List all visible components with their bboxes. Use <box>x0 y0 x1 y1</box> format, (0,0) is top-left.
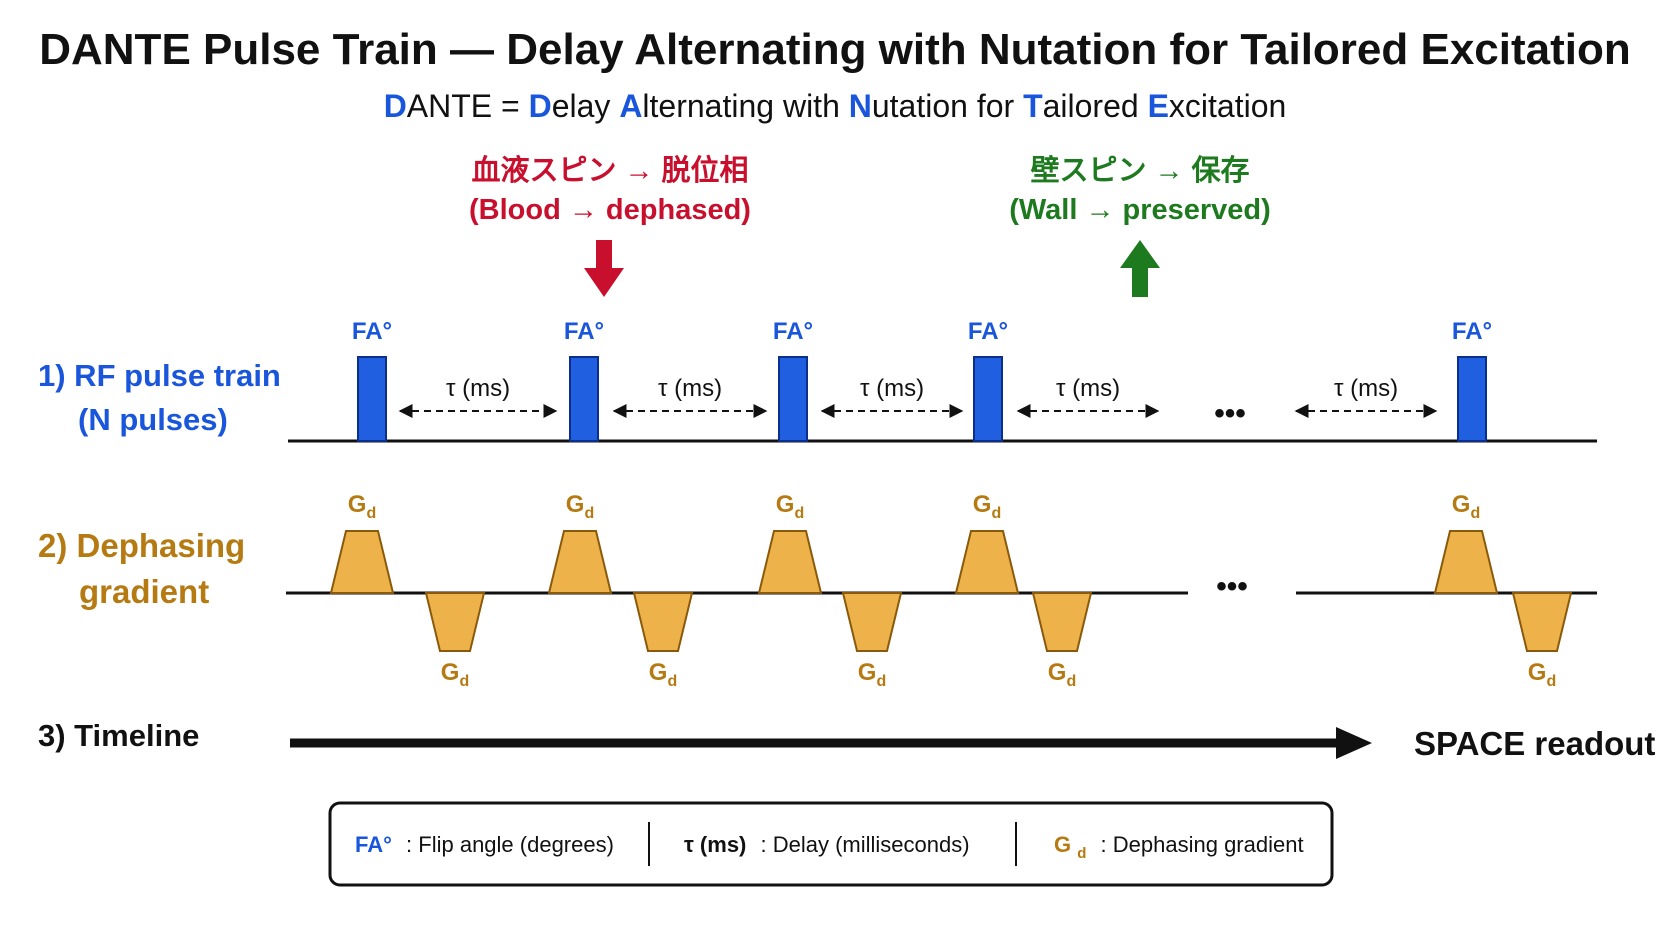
rf-ellipsis: ••• <box>1214 397 1246 430</box>
positive-gradient-lobe: Gd <box>547 491 613 594</box>
flip-angle-label: FA° <box>968 318 1008 345</box>
delay-arrow: τ (ms) <box>1016 375 1160 418</box>
arrow-up-icon <box>1120 240 1160 297</box>
legend-desc: : Flip angle (degrees) <box>406 832 614 857</box>
positive-gradient-lobe: Gd <box>1433 491 1499 594</box>
delay-label: τ (ms) <box>860 375 924 402</box>
gradient-label: Gd <box>973 491 1001 522</box>
delay-arrow: τ (ms) <box>1294 375 1438 418</box>
delay-label: τ (ms) <box>1334 375 1398 402</box>
negative-gradient-lobe: Gd <box>424 592 486 690</box>
negative-gradient-lobe: Gd <box>632 592 694 690</box>
acronym-text: utation for <box>872 88 1023 124</box>
legend-desc: : Dephasing gradient <box>1101 832 1304 857</box>
legend-box <box>328 801 1334 887</box>
negative-gradient-lobe: Gd <box>1511 592 1573 690</box>
acronym-text: xcitation <box>1169 88 1286 124</box>
blood-note-jp: 血液スピン → 脱位相 <box>471 153 748 187</box>
gradient-ellipsis: ••• <box>1216 570 1248 603</box>
wall-note-jp: 壁スピン → 保存 <box>1030 154 1249 187</box>
flip-angle-label: FA° <box>564 318 604 345</box>
gradient-label: Gd <box>1528 659 1556 690</box>
rf-pulse: FA° <box>1452 318 1492 442</box>
gradient-label: Gd <box>348 491 376 522</box>
acronym-initial: A <box>619 88 642 124</box>
legend-item-flip-angle: FA° : Flip angle (degrees) <box>355 832 614 857</box>
rf-pulse: FA° <box>352 318 392 442</box>
timeline-row-label: 3) Timeline <box>38 718 199 753</box>
acronym-text: ailored <box>1043 88 1148 124</box>
legend-key: G <box>1054 832 1071 857</box>
legend-item-delay: τ (ms) : Delay (milliseconds) <box>684 832 970 857</box>
gradient-label: Gd <box>441 659 469 690</box>
positive-gradient-lobe: Gd <box>329 491 395 594</box>
negative-gradient-lobe: Gd <box>841 592 903 690</box>
acronym-initial: D <box>384 88 407 124</box>
rf-pulse: FA° <box>968 318 1008 442</box>
delay-arrows: τ (ms) τ (ms) τ (ms) τ (ms) τ (ms) <box>398 375 1438 418</box>
legend-desc: : Delay (milliseconds) <box>761 832 970 857</box>
gradient-label: Gd <box>858 659 886 690</box>
gradient-label: Gd <box>776 491 804 522</box>
delay-arrow: τ (ms) <box>612 375 768 418</box>
acronym-text: elay <box>552 88 620 124</box>
legend-key-subscript: d <box>1077 845 1086 862</box>
grad-row-sublabel: gradient <box>79 573 209 610</box>
delay-label: τ (ms) <box>446 375 510 402</box>
delay-label: τ (ms) <box>658 375 722 402</box>
wall-note: 壁スピン → 保存 (Wall → preserved) <box>1009 154 1271 297</box>
rf-row-sublabel: (N pulses) <box>78 402 228 437</box>
rf-row-label: 1) RF pulse train <box>38 358 281 393</box>
positive-gradient-lobe: Gd <box>954 491 1020 594</box>
legend-key: τ (ms) <box>684 832 746 857</box>
flip-angle-label: FA° <box>1452 318 1492 345</box>
blood-note: 血液スピン → 脱位相 (Blood → dephased) <box>469 153 751 297</box>
acronym-text: lternating with <box>642 88 848 124</box>
acronym-text: ANTE = <box>407 88 529 124</box>
timeline-arrow <box>290 727 1372 759</box>
delay-label: τ (ms) <box>1056 375 1120 402</box>
acronym-initial: T <box>1023 88 1043 124</box>
gradient-label: Gd <box>1048 659 1076 690</box>
wall-note-en: (Wall → preserved) <box>1009 194 1271 226</box>
rf-pulse: FA° <box>564 318 604 442</box>
rf-pulse: FA° <box>773 318 813 442</box>
positive-gradient-lobe: Gd <box>757 491 823 594</box>
delay-arrow: τ (ms) <box>398 375 558 418</box>
acronym-initial: D <box>529 88 552 124</box>
rf-pulses: FA° FA° FA° FA° FA° <box>352 318 1492 442</box>
negative-gradient-lobe: Gd <box>1031 592 1093 690</box>
gradient-label: Gd <box>1452 491 1480 522</box>
legend-key: FA° <box>355 832 392 857</box>
page-title: DANTE Pulse Train — Delay Alternating wi… <box>39 25 1631 74</box>
grad-row-label: 2) Dephasing <box>38 527 245 564</box>
arrow-down-icon <box>584 240 624 297</box>
flip-angle-label: FA° <box>352 318 392 345</box>
gradient-lobes: Gd Gd Gd Gd Gd Gd Gd Gd Gd Gd <box>329 491 1573 690</box>
legend: FA° : Flip angle (degrees) τ (ms) : Dela… <box>328 801 1334 887</box>
acronym-subtitle: DANTE = Delay Alternating with Nutation … <box>384 88 1287 124</box>
legend-item-gradient: G d : Dephasing gradient <box>1054 832 1304 863</box>
gradient-label: Gd <box>649 659 677 690</box>
delay-arrow: τ (ms) <box>820 375 964 418</box>
space-readout-label: SPACE readout <box>1414 725 1655 762</box>
blood-note-en: (Blood → dephased) <box>469 194 751 226</box>
flip-angle-label: FA° <box>773 318 813 345</box>
acronym-initial: E <box>1148 88 1169 124</box>
acronym-initial: N <box>849 88 872 124</box>
gradient-label: Gd <box>566 491 594 522</box>
